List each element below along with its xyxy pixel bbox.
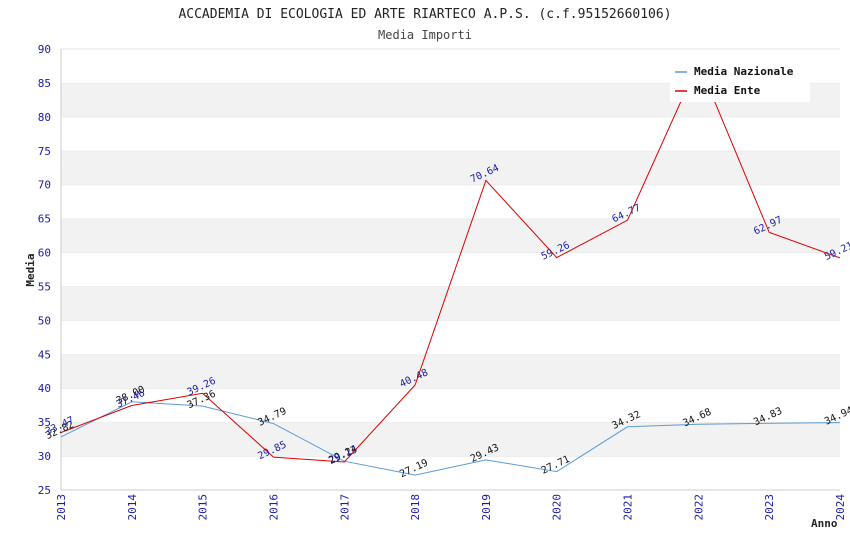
axes bbox=[60, 49, 840, 491]
grid-band bbox=[61, 218, 840, 253]
grid-band bbox=[61, 422, 840, 457]
y-tick-label: 30 bbox=[38, 450, 51, 463]
x-tick-label: 2023 bbox=[763, 494, 776, 521]
grid-band bbox=[61, 116, 840, 151]
x-tick-label: 2018 bbox=[409, 494, 422, 521]
y-tick-label: 40 bbox=[38, 382, 51, 395]
y-tick-label: 35 bbox=[38, 416, 51, 429]
legend-label-nazionale: Media Nazionale bbox=[694, 65, 794, 78]
legend-box bbox=[670, 60, 810, 102]
x-tick-label: 2020 bbox=[551, 494, 564, 521]
y-tick-label: 25 bbox=[38, 484, 51, 497]
y-axis-title: Media bbox=[24, 253, 37, 286]
y-tick-labels: 25 30 35 40 45 50 55 60 65 70 75 80 85 90 bbox=[38, 43, 51, 497]
series-line-0 bbox=[61, 401, 840, 476]
legend-label-ente: Media Ente bbox=[694, 84, 761, 97]
grid-band bbox=[61, 184, 840, 219]
x-tick-label: 2017 bbox=[338, 494, 351, 521]
chart-title: ACCADEMIA DI ECOLOGIA ED ARTE RIARTECO A… bbox=[178, 7, 671, 22]
x-tick-label: 2013 bbox=[55, 494, 68, 521]
x-tick-label: 2024 bbox=[834, 494, 847, 521]
x-tick-labels: 2013 2014 2015 2016 2017 2018 2019 2020 2021 2022… bbox=[55, 494, 847, 521]
x-tick-label: 2015 bbox=[197, 494, 210, 521]
y-tick-label: 85 bbox=[38, 77, 51, 90]
y-tick-label: 70 bbox=[38, 179, 51, 192]
x-axis-title: Anno bbox=[811, 517, 838, 530]
grid-band bbox=[61, 354, 840, 389]
x-tick-label: 2014 bbox=[126, 494, 139, 521]
grid-band bbox=[61, 388, 840, 423]
x-tick-label: 2019 bbox=[480, 494, 493, 521]
grid-band bbox=[61, 252, 840, 287]
x-tick-label: 2021 bbox=[622, 494, 635, 521]
y-tick-label: 80 bbox=[38, 111, 51, 124]
y-tick-label: 60 bbox=[38, 247, 51, 260]
x-tick-label: 2022 bbox=[692, 494, 705, 521]
grid-band bbox=[61, 320, 840, 355]
grid-band bbox=[61, 456, 840, 490]
x-tick-label: 2016 bbox=[267, 494, 280, 521]
grid-band bbox=[61, 286, 840, 321]
y-tick-label: 45 bbox=[38, 348, 51, 361]
y-tick-label: 75 bbox=[38, 145, 51, 158]
y-tick-label: 55 bbox=[38, 280, 51, 293]
y-tick-label: 90 bbox=[38, 43, 51, 56]
legend: Media Nazionale Media Ente bbox=[670, 60, 810, 102]
grid-band bbox=[61, 150, 840, 185]
y-tick-label: 65 bbox=[38, 213, 51, 226]
y-tick-label: 50 bbox=[38, 314, 51, 327]
chart-subtitle: Media Importi bbox=[378, 28, 472, 42]
